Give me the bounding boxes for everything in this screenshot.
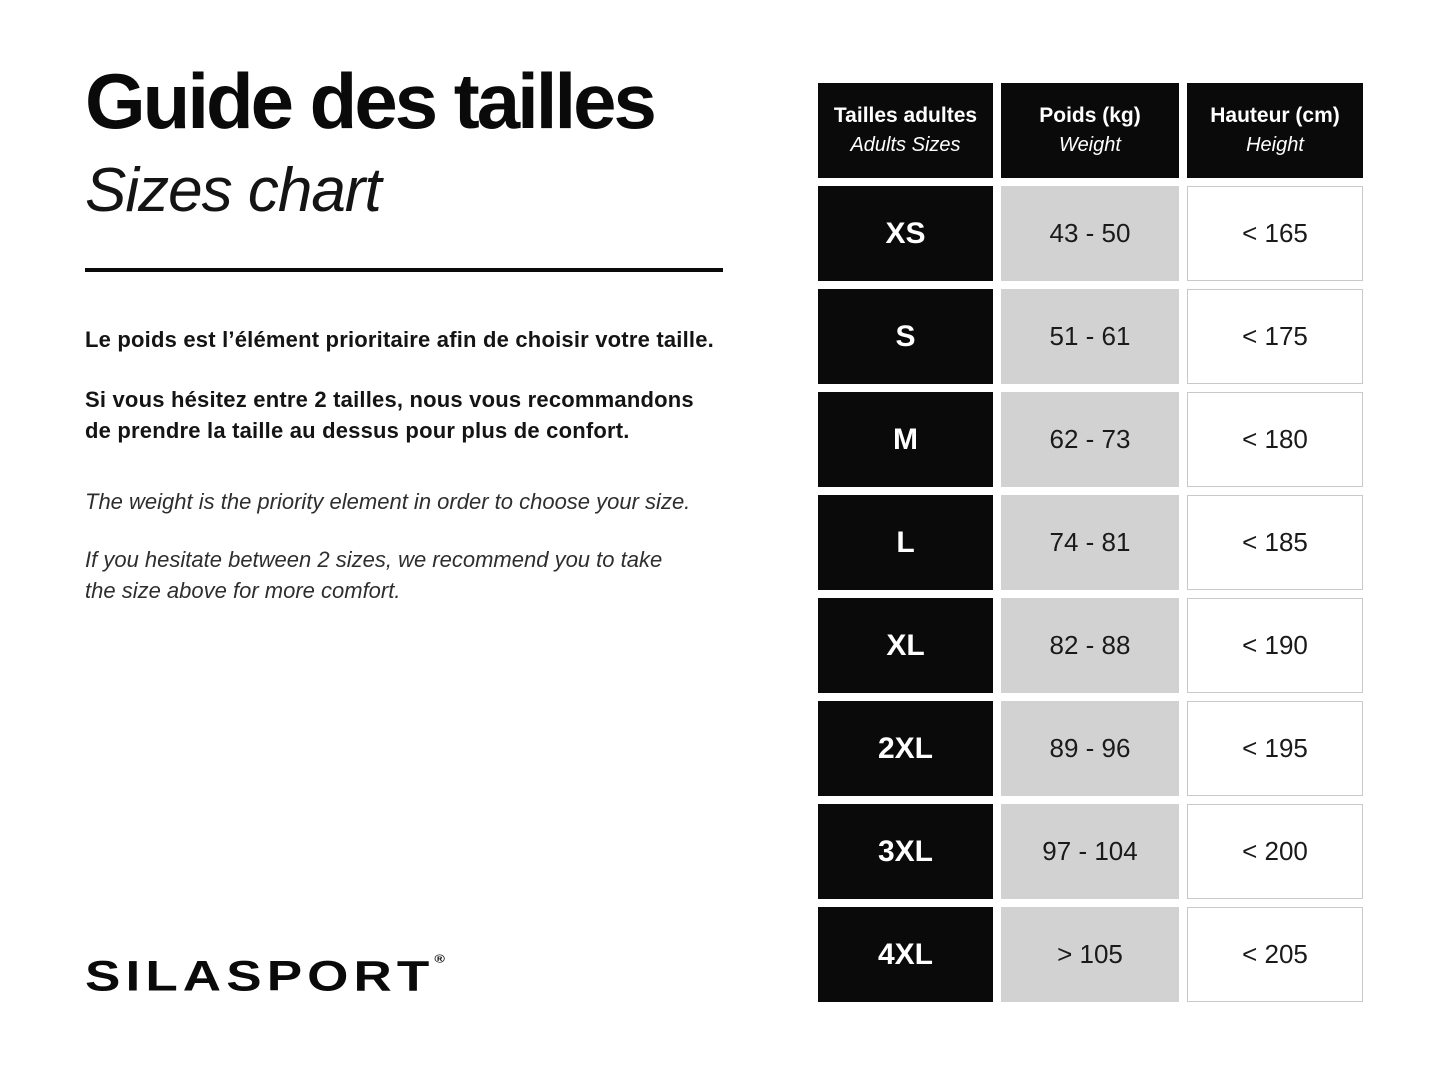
height-cell-4xl: < 205 [1187, 907, 1363, 1002]
registered-trademark-icon: ® [434, 952, 445, 966]
weight-cell-s: 51 - 61 [1001, 289, 1179, 384]
page-subtitle: Sizes chart [85, 156, 382, 225]
column-header-sizes-en: Adults Sizes [850, 134, 961, 156]
page-title: Guide des tailles [85, 57, 657, 145]
height-cell-xl: < 190 [1187, 598, 1363, 693]
column-header-sizes: Tailles adultes Adults Sizes [818, 83, 993, 178]
brand-name: SILASPORT [85, 952, 435, 1001]
column-header-weight: Poids (kg) Weight [1001, 83, 1179, 178]
weight-cell-2xl: 89 - 96 [1001, 701, 1179, 796]
column-header-sizes-fr: Tailles adultes [833, 104, 978, 127]
height-cell-m: < 180 [1187, 392, 1363, 487]
intro-fr-paragraph-2: Si vous hésitez entre 2 tailles, nous vo… [85, 387, 694, 444]
intro-fr-paragraph-1: Le poids est l’élément prioritaire afin … [85, 327, 714, 352]
height-cell-2xl: < 195 [1187, 701, 1363, 796]
size-cell-s: S [818, 289, 993, 384]
size-table: Tailles adultes Adults Sizes Poids (kg) … [818, 83, 1363, 1002]
weight-cell-4xl: > 105 [1001, 907, 1179, 1002]
weight-cell-xs: 43 - 50 [1001, 186, 1179, 281]
intro-en-paragraph-1: The weight is the priority element in or… [85, 489, 691, 514]
size-cell-xl: XL [818, 598, 993, 693]
size-cell-m: M [818, 392, 993, 487]
size-cell-l: L [818, 495, 993, 590]
size-cell-3xl: 3XL [818, 804, 993, 899]
column-header-height: Hauteur (cm) Height [1187, 83, 1363, 178]
height-cell-s: < 175 [1187, 289, 1363, 384]
column-header-height-en: Height [1246, 134, 1304, 156]
size-cell-xs: XS [818, 186, 993, 281]
weight-cell-3xl: 97 - 104 [1001, 804, 1179, 899]
size-cell-4xl: 4XL [818, 907, 993, 1002]
height-cell-xs: < 165 [1187, 186, 1363, 281]
weight-cell-xl: 82 - 88 [1001, 598, 1179, 693]
height-cell-3xl: < 200 [1187, 804, 1363, 899]
divider-line [85, 268, 723, 272]
column-header-weight-fr: Poids (kg) [1039, 104, 1141, 127]
size-cell-2xl: 2XL [818, 701, 993, 796]
column-header-weight-en: Weight [1059, 134, 1121, 156]
weight-cell-m: 62 - 73 [1001, 392, 1179, 487]
weight-cell-l: 74 - 81 [1001, 495, 1179, 590]
column-header-height-fr: Hauteur (cm) [1210, 104, 1340, 127]
height-cell-l: < 185 [1187, 495, 1363, 590]
silasport-logo: SILASPORT® [85, 952, 445, 1001]
intro-en-paragraph-2: If you hesitate between 2 sizes, we reco… [85, 547, 663, 604]
